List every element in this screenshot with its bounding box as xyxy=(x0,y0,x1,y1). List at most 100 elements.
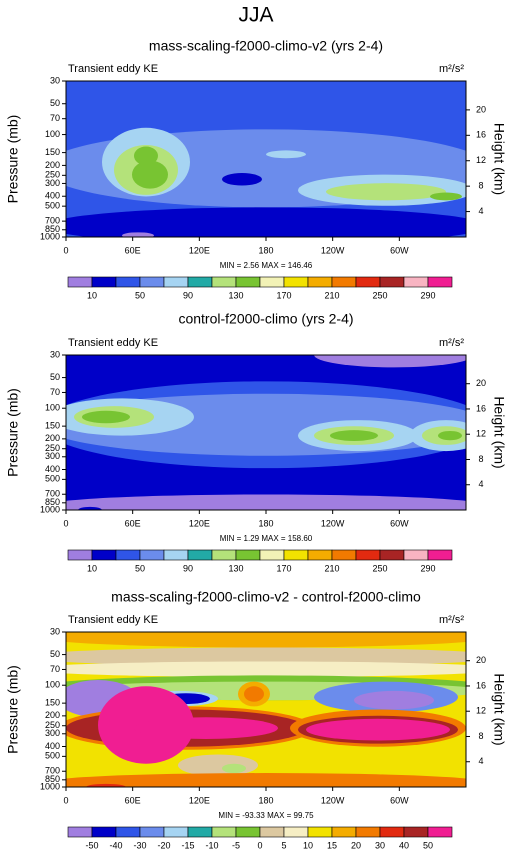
x-tick-label: 120E xyxy=(189,795,210,805)
y2-tick-label: 4 xyxy=(478,206,483,216)
x-tick-label: 0 xyxy=(63,518,68,528)
colorbar-box xyxy=(427,549,453,561)
colorbar-box xyxy=(211,549,237,561)
colorbar-box xyxy=(115,549,141,561)
figure-title: JJA xyxy=(238,4,273,27)
y2-tick-label: 16 xyxy=(476,680,486,690)
y-tick-label: 30 xyxy=(50,75,60,85)
colorbar-box xyxy=(91,549,117,561)
colorbar-box xyxy=(187,549,213,561)
y-tick-label: 1000 xyxy=(40,504,60,514)
colorbar-label: 50 xyxy=(423,840,433,850)
y-axis-label: Pressure (mb) xyxy=(5,388,21,477)
colorbar-label: 50 xyxy=(135,290,145,300)
y2-axis-label: Height (km) xyxy=(491,673,507,745)
contour-region xyxy=(66,207,466,237)
x-tick-label: 180 xyxy=(258,518,273,528)
units: m²/s² xyxy=(439,63,464,75)
y-tick-label: 70 xyxy=(50,113,60,123)
stats: MIN = 2.56 MAX = 146.46 xyxy=(220,261,313,270)
y-tick-label: 50 xyxy=(50,649,60,659)
x-tick-label: 120E xyxy=(189,245,210,255)
colorbar-box xyxy=(163,549,189,561)
contour-region xyxy=(244,686,264,702)
colorbar-label: 0 xyxy=(257,840,262,850)
colorbar-box xyxy=(427,276,453,288)
y-axis-label: Pressure (mb) xyxy=(5,665,21,754)
y-tick-label: 500 xyxy=(45,474,60,484)
panel-subtitle: Transient eddy KE xyxy=(68,337,158,349)
colorbar-box xyxy=(283,276,309,288)
colorbar-box xyxy=(91,276,117,288)
colorbar-box xyxy=(67,276,93,288)
y2-axis-label: Height (km) xyxy=(491,396,507,468)
colorbar-box xyxy=(139,549,165,561)
colorbar-box xyxy=(91,826,117,838)
colorbar-label: 20 xyxy=(351,840,361,850)
x-tick-label: 120W xyxy=(321,795,345,805)
colorbar-box xyxy=(211,826,237,838)
colorbar-label: -15 xyxy=(181,840,194,850)
colorbar-box xyxy=(403,826,429,838)
colorbar-box xyxy=(307,276,333,288)
colorbar-box xyxy=(115,826,141,838)
y2-tick-label: 20 xyxy=(476,655,486,665)
colorbar-box xyxy=(259,549,285,561)
y-tick-label: 1000 xyxy=(40,781,60,791)
colorbar-label: 10 xyxy=(303,840,313,850)
colorbar-box xyxy=(115,276,141,288)
y2-tick-label: 12 xyxy=(476,706,486,716)
colorbar-label: 170 xyxy=(276,563,291,573)
y-tick-label: 500 xyxy=(45,751,60,761)
colorbar-label: -5 xyxy=(232,840,240,850)
colorbar-box xyxy=(187,826,213,838)
x-tick-label: 60E xyxy=(125,245,141,255)
y-tick-label: 250 xyxy=(45,443,60,453)
contour-region xyxy=(438,430,462,441)
colorbar-label: 250 xyxy=(372,563,387,573)
y-tick-label: 300 xyxy=(45,178,60,188)
colorbar-label: 250 xyxy=(372,290,387,300)
y-tick-label: 70 xyxy=(50,664,60,674)
colorbar-box xyxy=(235,276,261,288)
contour-region xyxy=(134,146,158,166)
contour-region xyxy=(222,173,262,186)
y-tick-label: 700 xyxy=(45,216,60,226)
colorbar-box xyxy=(379,549,405,561)
x-tick-label: 60W xyxy=(390,795,409,805)
y-tick-label: 1000 xyxy=(40,231,60,241)
x-tick-label: 120W xyxy=(321,518,345,528)
contour-region xyxy=(134,717,278,739)
y-tick-label: 50 xyxy=(50,98,60,108)
stats: MIN = 1.29 MAX = 158.60 xyxy=(220,534,313,543)
y2-axis-label: Height (km) xyxy=(491,123,507,195)
colorbar-label: 40 xyxy=(399,840,409,850)
panel-title: control-f2000-climo (yrs 2-4) xyxy=(178,311,353,327)
y-tick-label: 850 xyxy=(45,224,60,234)
colorbar-label: 5 xyxy=(281,840,286,850)
colorbar-label: 15 xyxy=(327,840,337,850)
contour-region xyxy=(354,690,434,710)
y-tick-label: 250 xyxy=(45,170,60,180)
x-tick-label: 60W xyxy=(390,518,409,528)
colorbar-box xyxy=(67,826,93,838)
y-tick-label: 400 xyxy=(45,741,60,751)
y2-tick-label: 8 xyxy=(478,731,483,741)
panel-title: mass-scaling-f2000-climo-v2 (yrs 2-4) xyxy=(149,38,383,54)
contour-region xyxy=(82,410,130,424)
units: m²/s² xyxy=(439,337,464,349)
colorbar-box xyxy=(259,826,285,838)
contour-region xyxy=(330,430,378,442)
contour-region xyxy=(66,494,466,510)
x-tick-label: 60W xyxy=(390,245,409,255)
y-tick-label: 700 xyxy=(45,766,60,776)
contour-region xyxy=(178,754,258,777)
contour-region xyxy=(122,232,154,237)
contour-region xyxy=(66,661,466,677)
colorbar-box xyxy=(403,549,429,561)
x-tick-label: 60E xyxy=(125,795,141,805)
colorbar-label: -10 xyxy=(205,840,218,850)
panel-title: mass-scaling-f2000-climo-v2 - control-f2… xyxy=(111,589,421,605)
colorbar-box xyxy=(355,826,381,838)
colorbar-box xyxy=(67,549,93,561)
